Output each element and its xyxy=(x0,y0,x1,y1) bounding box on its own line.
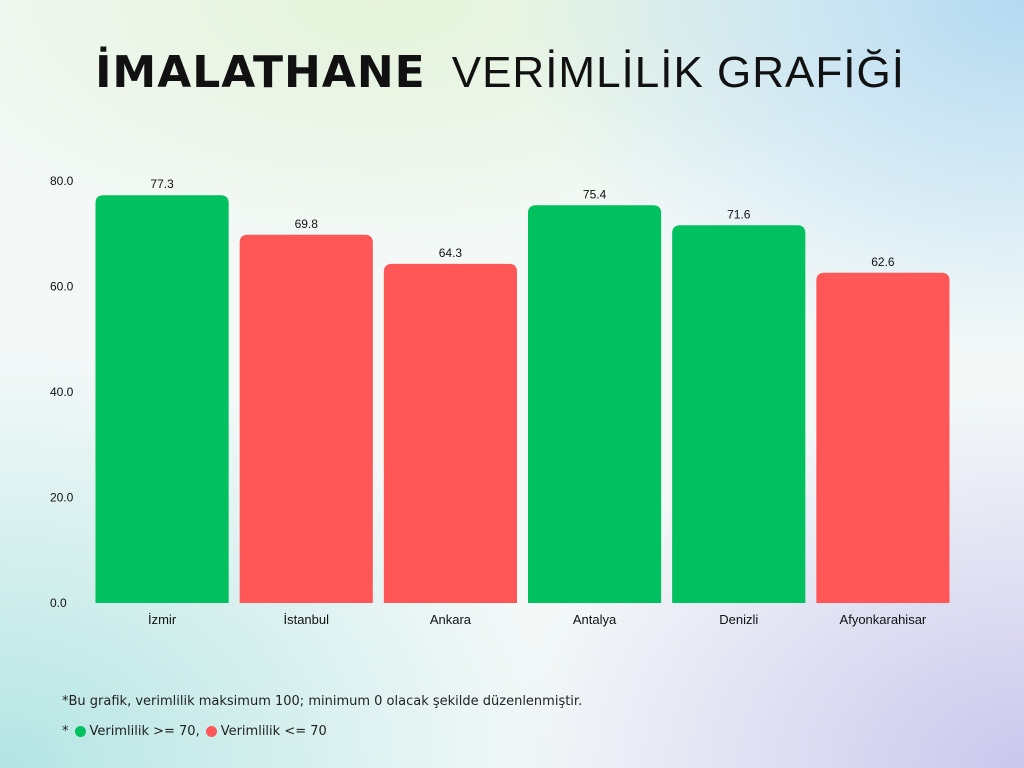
x-category-label: Afyonkarahisar xyxy=(840,612,927,627)
legend-high-dot xyxy=(74,726,86,737)
title-light-part: VERİMLİLİK GRAFİĞİ xyxy=(451,48,905,97)
bar-value-label: 77.3 xyxy=(150,177,174,191)
bar xyxy=(95,195,229,603)
x-category-label: İstanbul xyxy=(283,612,329,627)
x-category-label: Ankara xyxy=(430,612,472,627)
legend-low-label: Verimlilik <= 70 xyxy=(220,724,327,739)
legend-low-dot xyxy=(205,726,217,737)
y-tick-label: 60.0 xyxy=(50,280,74,294)
chart-legend: * Verimlilik >= 70, Verimlilik <= 70 xyxy=(62,724,327,739)
legend-prefix: * xyxy=(62,724,69,739)
chart-footnote: *Bu grafik, verimlilik maksimum 100; min… xyxy=(62,694,583,709)
legend-high-label: Verimlilik >= 70, xyxy=(89,724,200,739)
y-tick-label: 20.0 xyxy=(50,491,74,505)
bar-value-label: 62.6 xyxy=(871,255,895,269)
bar-value-label: 64.3 xyxy=(439,246,463,260)
bar-value-label: 75.4 xyxy=(583,187,607,201)
x-category-label: Antalya xyxy=(573,612,617,627)
title-bold-part: İMALATHANE xyxy=(95,47,426,98)
bar xyxy=(816,272,950,603)
x-category-label: İzmir xyxy=(148,612,177,627)
x-category-label: Denizli xyxy=(719,612,758,627)
y-tick-label: 40.0 xyxy=(50,385,74,399)
bar-value-label: 71.6 xyxy=(727,207,751,221)
page-title: İMALATHANE VERİMLİLİK GRAFİĞİ xyxy=(0,38,1000,108)
bar xyxy=(672,225,806,603)
bar xyxy=(239,234,373,603)
bar xyxy=(528,205,662,603)
bar xyxy=(383,263,517,603)
bar-value-label: 69.8 xyxy=(295,217,319,231)
y-tick-label: 0.0 xyxy=(50,596,67,610)
y-tick-label: 80.0 xyxy=(50,174,74,188)
